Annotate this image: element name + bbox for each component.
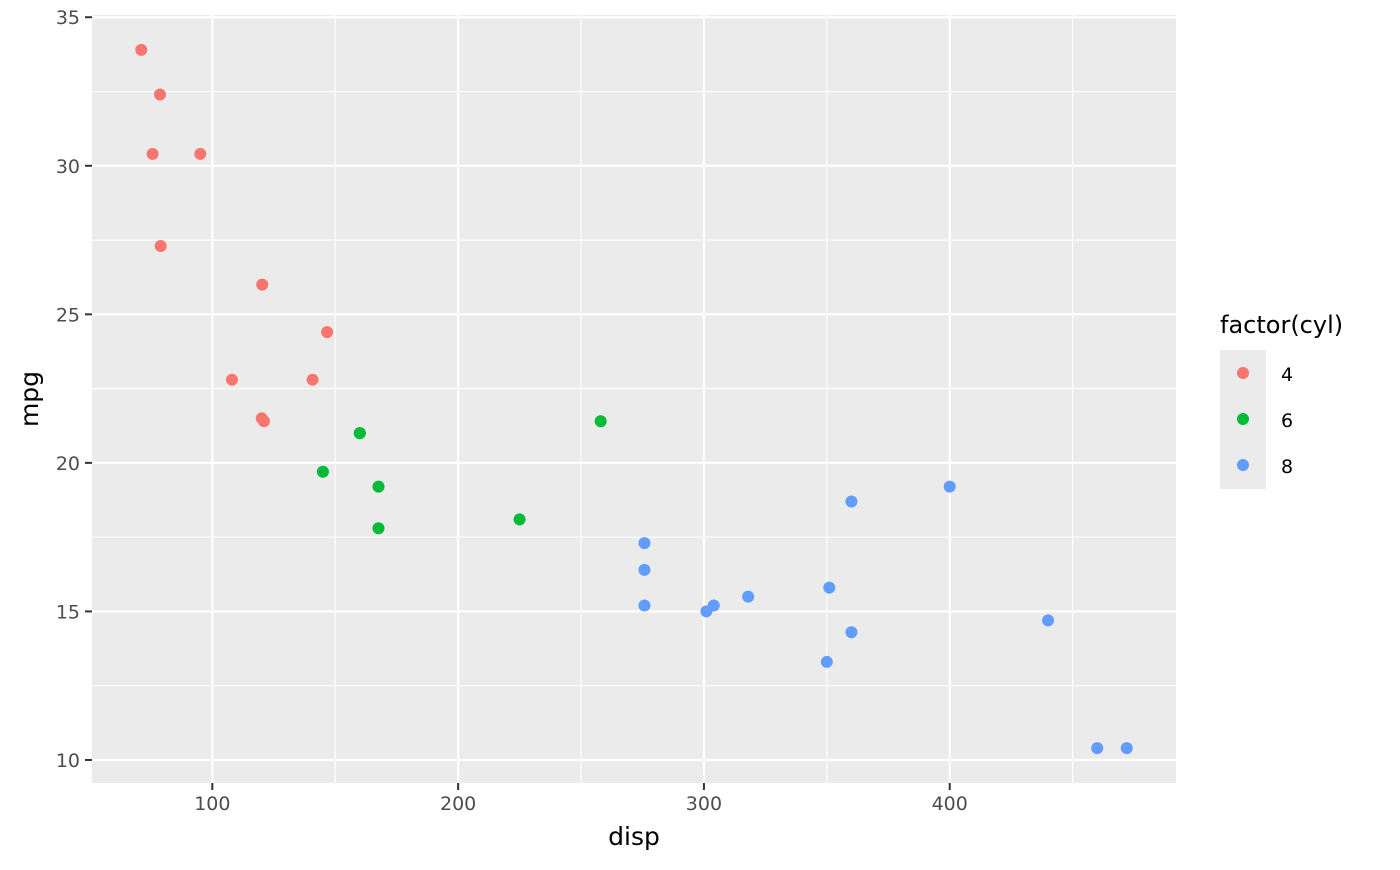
data-point-cyl-4 xyxy=(146,147,159,160)
data-point-cyl-8 xyxy=(845,626,858,639)
data-point-cyl-8 xyxy=(742,590,755,603)
legend-label: 4 xyxy=(1281,364,1293,386)
data-point-cyl-8 xyxy=(700,605,713,618)
legend: factor(cyl) 4 6 8 xyxy=(1220,311,1343,489)
data-point-cyl-8 xyxy=(638,537,651,550)
data-point-cyl-6 xyxy=(513,513,526,526)
panel-background xyxy=(92,15,1176,783)
data-point-cyl-4 xyxy=(194,147,207,160)
axes: 100 200 300 400 10 15 20 25 30 35 xyxy=(56,7,968,815)
grid-lines xyxy=(92,15,1176,783)
data-point-cyl-6 xyxy=(353,427,366,440)
y-tick-label: 20 xyxy=(56,453,80,475)
x-tick-label: 400 xyxy=(932,793,968,815)
data-point-cyl-4 xyxy=(135,43,148,56)
data-points xyxy=(135,43,1133,755)
data-point-cyl-6 xyxy=(594,415,607,428)
legend-key-8 xyxy=(1237,459,1249,471)
y-tick-label: 15 xyxy=(56,601,80,623)
x-tick-label: 100 xyxy=(194,793,230,815)
data-point-cyl-8 xyxy=(1120,742,1133,755)
legend-label: 8 xyxy=(1281,456,1293,478)
data-point-cyl-8 xyxy=(1042,614,1055,627)
legend-title: factor(cyl) xyxy=(1220,311,1343,339)
data-point-cyl-4 xyxy=(153,88,166,101)
data-point-cyl-8 xyxy=(943,480,956,493)
legend-key-6 xyxy=(1237,413,1249,425)
y-axis-label: mpg xyxy=(15,371,44,427)
y-tick-label: 30 xyxy=(56,156,80,178)
data-point-cyl-8 xyxy=(823,581,836,594)
data-point-cyl-8 xyxy=(1091,742,1104,755)
data-point-cyl-4 xyxy=(306,373,319,386)
data-point-cyl-8 xyxy=(845,495,858,508)
data-point-cyl-6 xyxy=(372,522,385,535)
data-point-cyl-8 xyxy=(638,563,651,576)
y-tick-label: 35 xyxy=(56,7,80,29)
legend-label: 6 xyxy=(1281,410,1293,432)
y-tick-label: 10 xyxy=(56,750,80,772)
data-point-cyl-4 xyxy=(256,278,269,291)
data-point-cyl-6 xyxy=(316,465,329,478)
data-point-cyl-4 xyxy=(225,373,238,386)
data-point-cyl-4 xyxy=(154,239,167,252)
data-point-cyl-6 xyxy=(372,480,385,493)
y-tick-label: 25 xyxy=(56,304,80,326)
x-tick-label: 300 xyxy=(686,793,722,815)
legend-key-4 xyxy=(1237,367,1249,379)
x-axis-label: disp xyxy=(608,822,660,851)
data-point-cyl-4 xyxy=(257,415,270,428)
data-point-cyl-8 xyxy=(638,599,651,612)
data-point-cyl-4 xyxy=(321,326,334,339)
x-tick-label: 200 xyxy=(440,793,476,815)
data-point-cyl-8 xyxy=(820,655,833,668)
